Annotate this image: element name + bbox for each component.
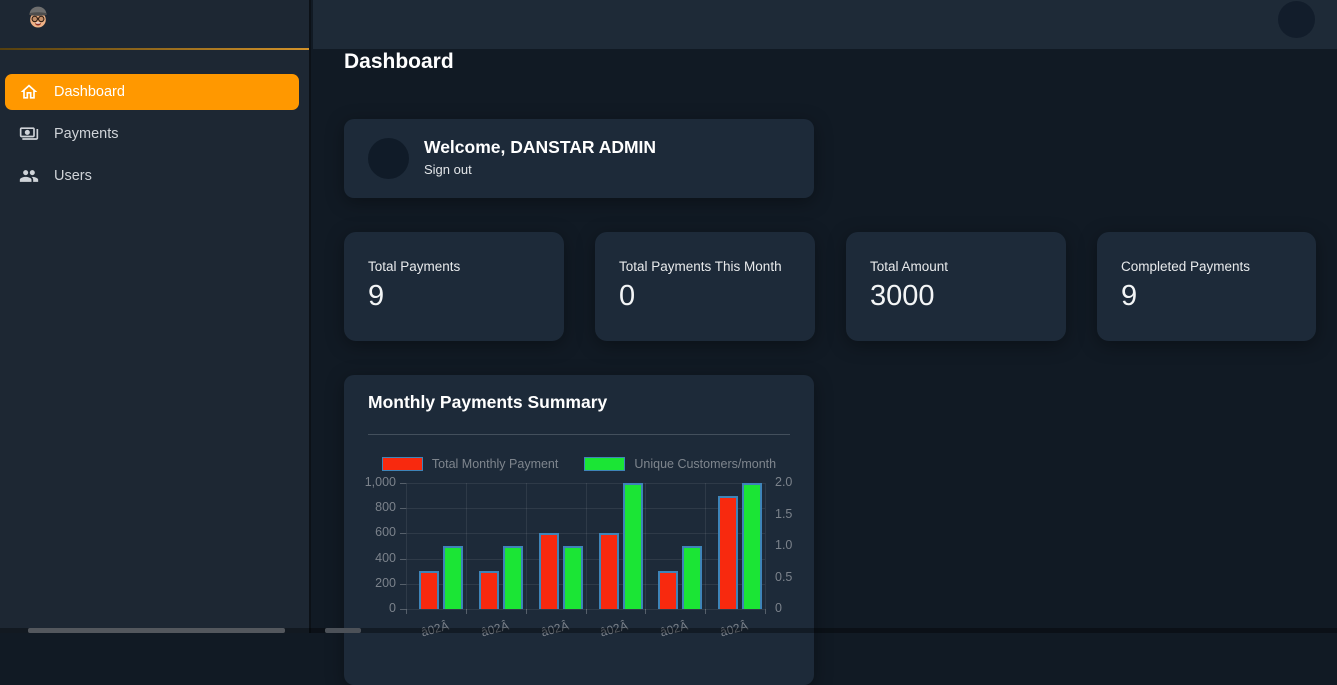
bar-total-monthly-payment [538,533,559,609]
bar-unique-customers [562,546,583,609]
legend-swatch-red [381,457,423,471]
sidebar-item-users[interactable]: Users [5,158,297,194]
users-icon [19,166,39,186]
home-icon [19,82,39,102]
legend-item-unique-customers[interactable]: Unique Customers/month [584,457,776,471]
horizontal-scrollbar-track [0,628,1337,633]
stat-card-completed-payments: Completed Payments 9 [1097,232,1316,341]
horizontal-scrollbar-thumb-secondary[interactable] [325,628,361,633]
stat-label: Total Amount [870,259,949,274]
legend-label: Unique Customers/month [634,457,777,471]
stat-card-total-amount: Total Amount 3000 [846,232,1066,341]
bar-unique-customers [622,483,643,609]
bar-unique-customers [502,546,523,609]
sidebar: Dashboard Payments Users [0,0,311,633]
welcome-heading: Welcome, DANSTAR ADMIN [424,137,657,157]
chart-title: Monthly Payments Summary [368,392,608,412]
sidebar-item-label: Users [54,168,92,184]
y-axis-left-tick: 200 [375,575,396,590]
bar-total-monthly-payment [478,571,499,609]
sidebar-item-label: Dashboard [54,84,125,100]
stat-value: 9 [368,280,385,312]
bar-total-monthly-payment [658,571,679,609]
sidebar-item-label: Payments [54,126,119,142]
bar-total-monthly-payment [419,571,439,609]
boy-with-cap-avatar-icon [25,4,51,30]
sidebar-nav: Dashboard Payments Users [0,74,309,200]
legend-item-total-monthly-payment[interactable]: Total Monthly Payment [381,457,559,471]
stat-value: 3000 [870,280,935,312]
payments-icon [19,124,39,144]
stat-card-total-payments: Total Payments 9 [344,232,564,341]
stat-label: Total Payments [368,259,461,274]
chart-legend: Total Monthly Payment Unique Customers/m… [344,457,814,471]
sidebar-divider [0,48,309,50]
y-axis-right-tick: 2.0 [775,475,793,489]
stat-label: Completed Payments [1121,259,1251,274]
chart-divider [368,434,790,435]
bar-unique-customers [443,546,463,609]
welcome-avatar [368,138,409,179]
stat-value: 0 [619,280,636,312]
bar-chart: 0 200 400 600 800 1,000 0 0.5 1.0 1.5 2.0 â02Â â02Â â… [344,375,814,685]
stat-value: 9 [1121,280,1138,312]
welcome-card: Welcome, DANSTAR ADMIN Sign out [344,119,814,198]
legend-swatch-green [584,457,626,471]
bar-total-monthly-payment [718,495,739,609]
y-axis-left-tick: 600 [375,525,396,540]
horizontal-scrollbar-thumb[interactable] [28,628,285,633]
y-axis-right-tick: 1.0 [775,538,793,552]
y-axis-left-tick: 0 [389,601,396,615]
sidebar-item-dashboard[interactable]: Dashboard [5,74,299,110]
bar-unique-customers [682,546,703,609]
y-axis-left-tick: 1,000 [364,475,396,489]
topbar [313,0,1337,49]
y-axis-left-tick: 800 [375,500,396,515]
monthly-payments-card: Monthly Payments Summary Total Monthly P… [344,375,814,685]
y-axis-right-tick: 1.5 [775,506,793,521]
sidebar-item-payments[interactable]: Payments [5,116,297,152]
user-avatar-circle[interactable] [1278,1,1315,38]
stat-label: Total Payments This Month [619,259,782,274]
y-axis-right-tick: 0.5 [775,569,793,584]
y-axis-left-tick: 400 [375,550,396,565]
bar-total-monthly-payment [598,533,619,609]
legend-label: Total Monthly Payment [431,457,559,471]
stat-card-total-payments-month: Total Payments This Month 0 [595,232,815,341]
y-axis-right-tick: 0 [775,601,782,615]
sign-out-link[interactable]: Sign out [424,162,472,177]
bar-unique-customers [742,483,763,609]
page-title: Dashboard [344,50,454,73]
